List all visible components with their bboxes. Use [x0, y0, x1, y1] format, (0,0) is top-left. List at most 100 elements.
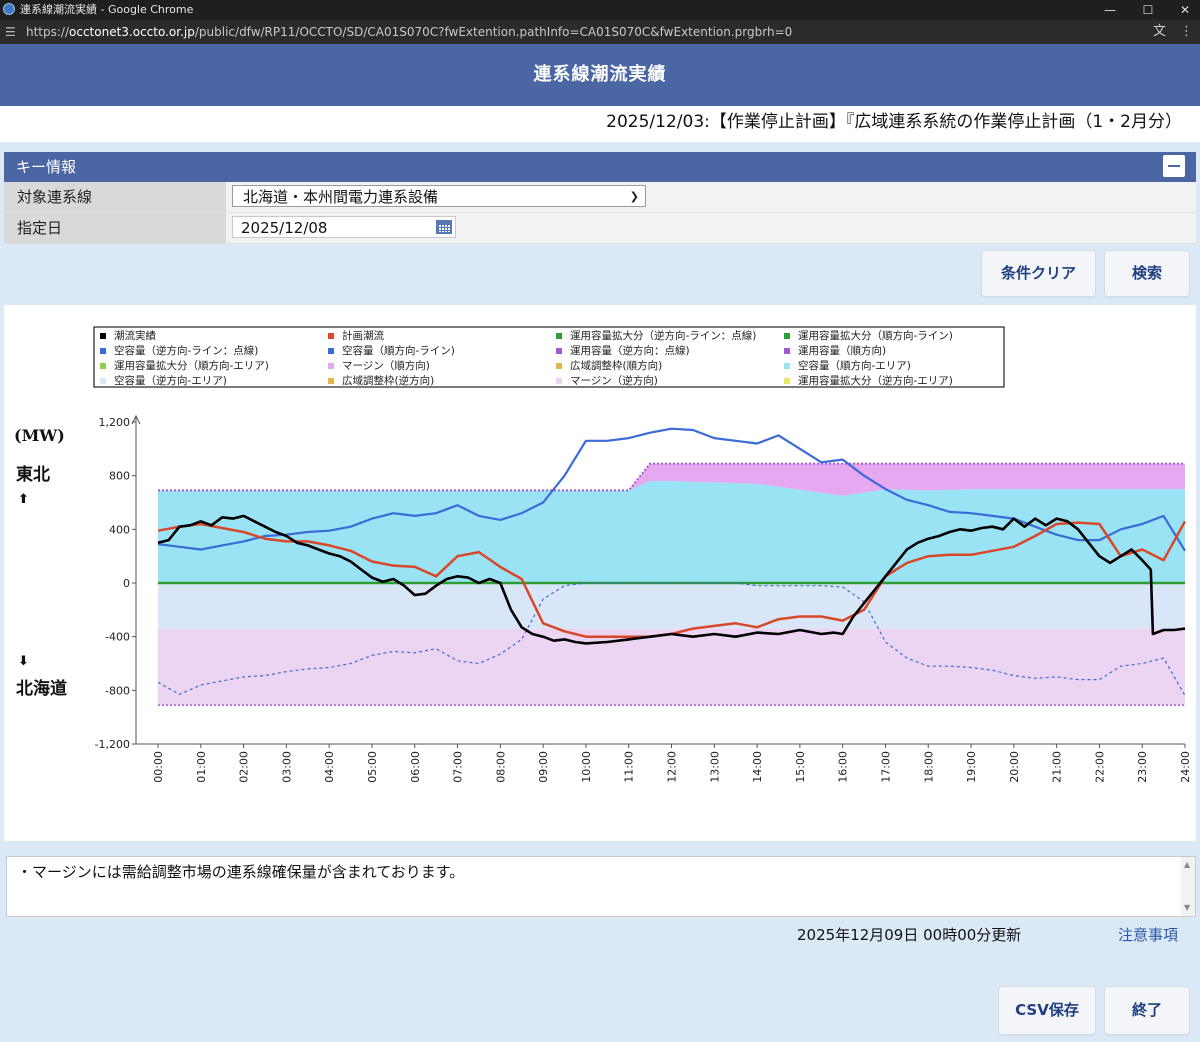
x-tick-label: 04:00 [323, 751, 336, 783]
chevron-down-icon: ❯ [629, 190, 639, 203]
address-bar[interactable]: ☰ https://occtonet3.occto.or.jp/public/d… [0, 20, 1200, 44]
legend-label: 広域調整枠(逆方向) [342, 374, 434, 387]
legend-swatch [328, 378, 334, 384]
legend-label: 運用容量拡大分（順方向-ライン) [798, 329, 953, 342]
x-tick-label: 18:00 [922, 751, 935, 783]
window-title: 連系線潮流実績 - Google Chrome [20, 3, 194, 16]
axes: 1,200 800 400 0 -400 -800 -1,200 00:00 01:00 02:0… [95, 414, 1192, 783]
legend-label: 運用容量拡大分（逆方向-エリア) [798, 374, 953, 387]
y-tick-label: -1,200 [95, 738, 130, 751]
x-tick-label: 01:00 [195, 751, 208, 783]
minimize-icon[interactable]: — [1104, 3, 1116, 17]
close-icon[interactable]: ✕ [1179, 3, 1191, 17]
note-scrollbar[interactable]: ▲ ▼ [1181, 857, 1195, 916]
y-tick-label: 400 [109, 523, 130, 536]
collapse-icon[interactable] [1163, 155, 1185, 177]
note-textarea[interactable]: ・マージンには需給調整市場の連系線確保量が含まれております。 ▲ ▼ [6, 856, 1196, 917]
date-label: 指定日 [4, 213, 226, 243]
legend-label: マージン（逆方向) [570, 374, 658, 387]
translate-icon[interactable]: 文 [1153, 24, 1167, 39]
legend-swatch [784, 378, 790, 384]
legend-label: 運用容量（逆方向：点線) [570, 344, 690, 357]
maximize-icon[interactable]: ☐ [1142, 3, 1154, 17]
legend-swatch [328, 363, 334, 369]
arrow-up-icon: ⬆ [18, 492, 29, 507]
legend-box [93, 326, 1005, 388]
x-tick-label: 09:00 [537, 751, 550, 783]
legend-swatch [100, 378, 106, 384]
x-tick-label: 05:00 [366, 751, 379, 783]
line-select[interactable]: 北海道・本州間電力連系設備 ❯ [232, 185, 646, 207]
date-input[interactable]: 2025/12/08 [232, 216, 456, 238]
x-tick-label: 07:00 [452, 751, 465, 783]
arrow-down-icon: ⬇ [18, 654, 29, 669]
x-tick-label: 20:00 [1008, 751, 1021, 783]
x-tick-label: 03:00 [280, 751, 293, 783]
y-unit-label: (MW) [14, 426, 65, 445]
legend-swatch [100, 363, 106, 369]
x-tick-label: 22:00 [1093, 751, 1106, 783]
y-tick-label: -800 [105, 684, 130, 697]
x-tick-label: 14:00 [751, 751, 764, 783]
series-lines [157, 427, 1187, 706]
x-tick-label: 00:00 [152, 751, 165, 783]
csv-save-button[interactable]: CSV保存 [998, 986, 1096, 1035]
browser-titlebar: 連系線潮流実績 - Google Chrome — ☐ ✕ [0, 0, 1200, 20]
legend-swatch [556, 348, 562, 354]
legend-swatch [784, 363, 790, 369]
scroll-up-icon[interactable]: ▲ [1184, 860, 1191, 869]
x-tick-label: 17:00 [879, 751, 892, 783]
legend-label: 空容量（順方向-エリア) [798, 359, 911, 372]
y-bottom-label: 北海道 [16, 678, 67, 699]
x-tick-label: 21:00 [1051, 751, 1064, 783]
x-tick-label: 16:00 [837, 751, 850, 783]
x-tick-label: 19:00 [965, 751, 978, 783]
line-label: 対象連系線 [4, 182, 226, 212]
chart-svg: 潮流実績 計画潮流 運用容量拡大分（逆方向-ライン：点線) 運用容量拡大分（順方向-ラ… [14, 326, 1192, 783]
x-tick-label: 23:00 [1136, 751, 1149, 783]
y-top-label: 東北 [16, 464, 50, 485]
legend-label: 空容量（逆方向-エリア) [114, 374, 227, 387]
x-tick-label: 06:00 [409, 751, 422, 783]
y-tick-label: 800 [109, 470, 130, 483]
line-select-value: 北海道・本州間電力連系設備 [243, 188, 439, 206]
legend-label: 運用容量（順方向) [798, 344, 886, 357]
legend-label: 空容量（逆方向-ライン：点線) [114, 344, 258, 357]
notice-text[interactable]: 2025/12/03:【作業停止計画】『広域連系系統の作業停止計画（1・2月分） [606, 112, 1182, 132]
calendar-icon[interactable] [436, 220, 452, 234]
updated-timestamp: 2025年12月09日 00時00分更新 [797, 926, 1022, 944]
series-line-6 [157, 514, 1186, 645]
notice-banner[interactable]: 2025/12/03:【作業停止計画】『広域連系系統の作業停止計画（1・2月分） [0, 106, 1200, 142]
area-band-3 [158, 628, 1185, 706]
x-tick-label: 02:00 [238, 751, 251, 783]
legend-swatch [328, 333, 334, 339]
chrome-app-icon [3, 3, 15, 15]
x-tick-label: 24:00 [1179, 751, 1192, 783]
key-info-title: キー情報 [16, 158, 77, 176]
page-title: 連系線潮流実績 [0, 44, 1200, 106]
legend: 潮流実績 計画潮流 運用容量拡大分（逆方向-ライン：点線) 運用容量拡大分（順方向-ラ… [93, 326, 1005, 388]
search-button[interactable]: 検索 [1104, 250, 1190, 297]
legend-swatch [556, 378, 562, 384]
key-info-header: キー情報 [4, 152, 1196, 182]
y-tick-label: -400 [105, 631, 130, 644]
legend-label: 潮流実績 [114, 329, 156, 342]
site-info-icon[interactable]: ☰ [5, 25, 16, 39]
url-text[interactable]: https://occtonet3.occto.or.jp/public/dfw… [26, 25, 793, 39]
area-band-2 [158, 583, 1185, 629]
scroll-down-icon[interactable]: ▼ [1184, 903, 1191, 912]
x-tick-label: 12:00 [666, 751, 679, 783]
more-menu-icon[interactable]: ⋮ [1180, 24, 1193, 39]
legend-label: マージン（順方向) [342, 359, 430, 372]
exit-button[interactable]: 終了 [1104, 986, 1190, 1035]
y-axis-arrow [131, 414, 141, 425]
line-row: 対象連系線 北海道・本州間電力連系設備 ❯ [4, 182, 1196, 213]
legend-swatch [328, 348, 334, 354]
legend-swatch [784, 333, 790, 339]
date-row: 指定日 2025/12/08 [4, 213, 1196, 244]
legend-swatch [100, 333, 106, 339]
clear-button[interactable]: 条件クリア [981, 250, 1096, 297]
caution-link[interactable]: 注意事項 [1118, 926, 1179, 944]
x-tick-label: 11:00 [623, 751, 636, 783]
legend-label: 運用容量拡大分（逆方向-ライン：点線) [570, 329, 756, 342]
